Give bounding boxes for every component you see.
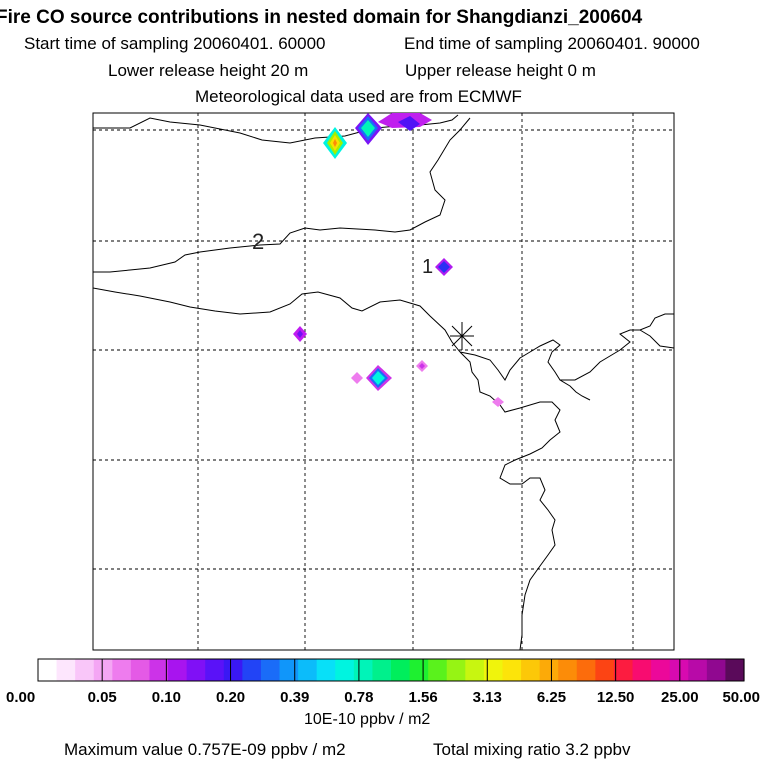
colorbar-cell <box>205 659 225 681</box>
colorbar-cell <box>688 659 708 681</box>
colorbar-cell <box>372 659 392 681</box>
colorbar-tick-label: 0.05 <box>88 689 117 706</box>
fire-hotspot <box>355 113 382 145</box>
boundary-line <box>93 287 461 353</box>
colorbar-tick-label: 0.20 <box>216 689 245 706</box>
upper-release-height-label: Upper release height 0 m <box>405 61 596 80</box>
end-time-label: End time of sampling 20060401. 90000 <box>404 34 700 53</box>
lower-release-height-label: Lower release height 20 m <box>108 61 309 80</box>
boundary-line <box>459 313 674 381</box>
map-gridlines <box>93 113 674 650</box>
colorbar-cell <box>75 659 95 681</box>
colorbar-cell <box>279 659 299 681</box>
colorbar-tick-label: 0.10 <box>152 689 181 706</box>
colorbar-cell <box>316 659 336 681</box>
boundary-line <box>639 329 674 349</box>
colorbar-cells <box>38 659 745 681</box>
colorbar: 0.00 0.05 0.10 0.20 0.39 0.78 1.56 3.13 6.25 12.5… <box>6 658 760 706</box>
colorbar-tick-label: 50.00 <box>722 689 760 706</box>
colorbar-cell <box>391 659 411 681</box>
colorbar-cell <box>112 659 132 681</box>
colorbar-cell <box>539 659 559 681</box>
colorbar-tick-label: 1.56 <box>408 689 437 706</box>
colorbar-cell <box>353 659 374 681</box>
fire-hotspot <box>323 127 347 159</box>
fire-hotspots <box>293 113 504 407</box>
colorbar-cell <box>260 659 281 681</box>
start-time-label: Start time of sampling 20060401. 60000 <box>24 34 326 53</box>
colorbar-cell <box>335 659 355 681</box>
boundary-line <box>93 114 459 144</box>
colorbar-cell <box>38 659 58 681</box>
colorbar-cell <box>669 659 689 681</box>
fire-hotspot <box>435 258 453 276</box>
colorbar-cell <box>93 659 113 681</box>
colorbar-tick-label: 3.13 <box>473 689 502 706</box>
colorbar-tick-label: 0.78 <box>344 689 373 706</box>
colorbar-cell <box>149 659 169 681</box>
colorbar-cell <box>130 659 151 681</box>
colorbar-cell <box>446 659 466 681</box>
colorbar-cell <box>223 659 243 681</box>
colorbar-cell <box>576 659 596 681</box>
colorbar-cell <box>298 659 318 681</box>
fire-hotspot <box>378 113 432 131</box>
colorbar-cell <box>558 659 578 681</box>
colorbar-cell <box>502 659 522 681</box>
colorbar-cell <box>186 659 206 681</box>
colorbar-cell <box>56 659 76 681</box>
asterisk-icon <box>450 322 474 350</box>
region-label-2: 2 <box>252 229 264 254</box>
colorbar-tick-label: 12.50 <box>597 689 635 706</box>
boundary-line <box>559 379 591 401</box>
colorbar-cell <box>409 659 429 681</box>
colorbar-cell <box>613 659 634 681</box>
fire-hotspot <box>293 326 307 342</box>
colorbar-cell <box>242 659 262 681</box>
colorbar-tick-label: 6.25 <box>537 689 566 706</box>
meteorological-data-label: Meteorological data used are from ECMWF <box>195 87 522 106</box>
maximum-value-label: Maximum value 0.757E-09 ppbv / m2 <box>64 740 346 759</box>
boundary-line <box>259 117 471 246</box>
colorbar-cell <box>168 659 188 681</box>
colorbar-unit-label: 10E-10 ppbv / m2 <box>304 711 431 728</box>
colorbar-cell <box>483 659 504 681</box>
colorbar-tick-label: 25.00 <box>661 689 699 706</box>
colorbar-tick-label: 0.39 <box>280 689 309 706</box>
map-panel: 2 1 <box>92 112 675 651</box>
colorbar-cell <box>428 659 448 681</box>
boundary-line <box>93 244 261 273</box>
colorbar-ticks <box>37 659 745 681</box>
colorbar-cell <box>725 659 745 681</box>
colorbar-tick-labels: 0.00 0.05 0.10 0.20 0.39 0.78 1.56 3.13 6.25 12.5… <box>6 689 760 706</box>
region-label-1: 1 <box>422 256 433 278</box>
colorbar-cell <box>651 659 671 681</box>
fire-hotspot <box>351 360 504 407</box>
colorbar-cell <box>465 659 485 681</box>
colorbar-cell <box>595 659 615 681</box>
colorbar-cell <box>632 659 652 681</box>
chart-title: Fire CO source contributions in nested d… <box>0 7 643 28</box>
total-mixing-ratio-label: Total mixing ratio 3.2 ppbv <box>433 740 631 759</box>
colorbar-cell <box>521 659 541 681</box>
colorbar-tick-label: 0.00 <box>6 689 35 706</box>
colorbar-cell <box>706 659 727 681</box>
